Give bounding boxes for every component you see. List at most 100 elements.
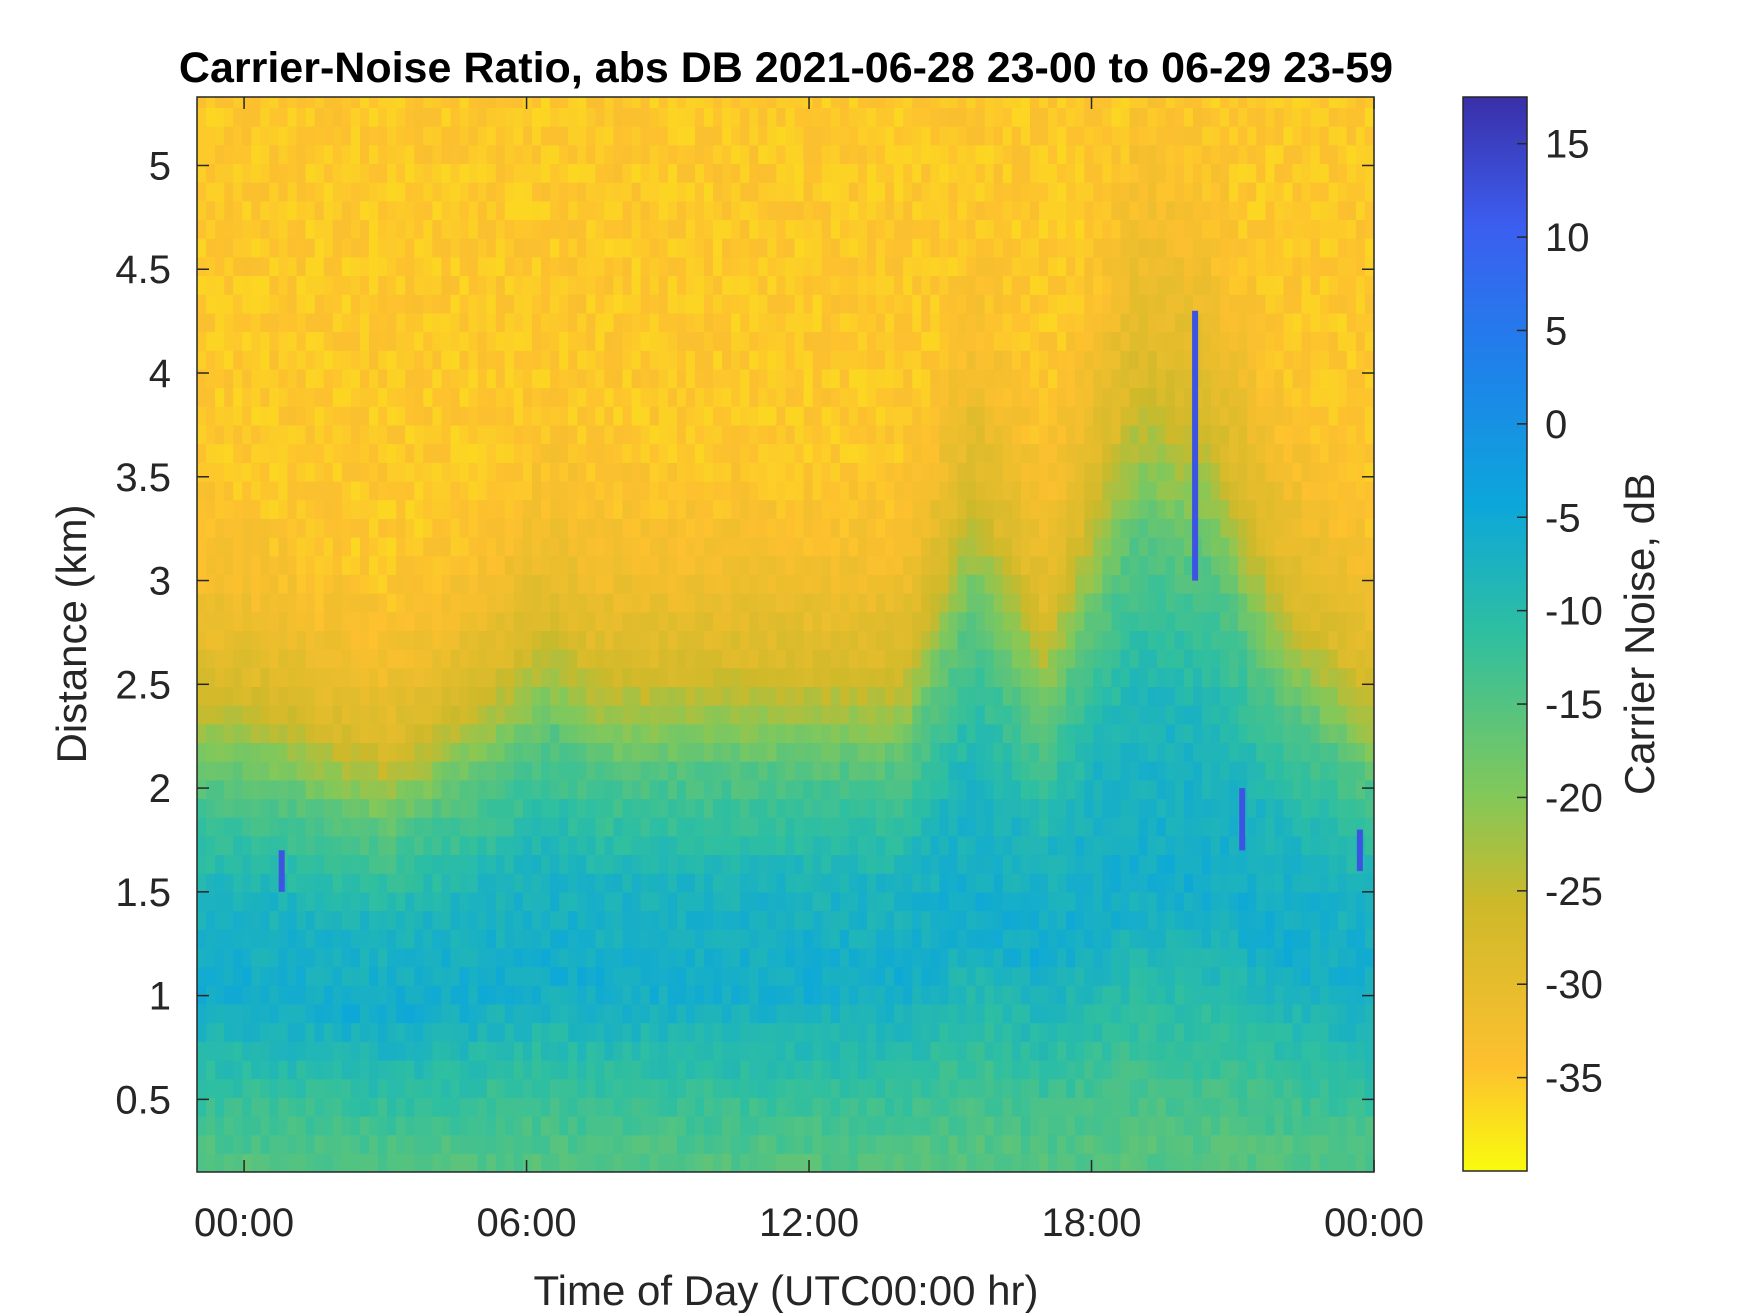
heatmap-cell [206,200,216,221]
heatmap-cell [513,312,524,333]
heatmap-cell [713,163,723,183]
heatmap-cell [722,1097,732,1117]
heatmap-cell [405,985,415,1005]
heatmap-cell [830,387,841,407]
heatmap-cell [767,574,778,594]
heatmap-cell [848,611,859,631]
heatmap-cell [423,817,433,837]
heatmap-cell [867,985,877,1005]
heatmap-cell [206,705,216,725]
heatmap-cell [405,630,415,650]
heatmap-cell [215,462,225,482]
heatmap-cell [278,947,289,968]
heatmap-cell [224,1022,234,1042]
heatmap-cell [930,649,941,669]
heatmap-cell [504,256,515,277]
heatmap-cell [595,649,606,669]
heatmap-cell [586,723,596,743]
heatmap-cell [513,480,524,501]
heatmap-cell [595,275,606,295]
heatmap-cell [957,985,968,1005]
heatmap-cell [885,985,895,1005]
heatmap-cell [577,1097,587,1117]
heatmap-cell [586,387,596,407]
heatmap-cell [532,761,542,781]
heatmap-cell [785,294,796,314]
heatmap-cell [369,424,379,445]
heatmap-cell [812,705,823,725]
heatmap-cell [966,630,977,650]
heatmap-cell [658,593,669,613]
heatmap-cell [477,1078,488,1098]
heatmap-cell [532,294,542,314]
heatmap-cell [740,350,750,370]
heatmap-cell [242,97,252,108]
heatmap-cell [296,723,307,743]
heatmap-cell [378,387,388,407]
heatmap-cell [604,107,615,127]
heatmap-cell [332,518,343,538]
heatmap-cell [369,350,379,370]
heatmap-cell [649,331,660,351]
heatmap-cell [595,779,606,800]
heatmap-cell [568,368,578,389]
heatmap-cell [830,947,841,968]
heatmap-cell [966,891,977,912]
heatmap-cell [767,1153,778,1172]
heatmap-cell [885,200,895,221]
heatmap-cell [676,761,687,781]
heatmap-cell [314,1097,325,1117]
heatmap-cell [867,406,877,426]
heatmap-cell [242,499,252,519]
heatmap-cell [713,238,723,258]
heatmap-cell [731,182,741,202]
heatmap-cell [242,275,252,295]
heatmap-cell [513,518,524,538]
heatmap-cell [676,424,687,445]
heatmap-cell [369,1041,379,1061]
heatmap-cell [713,649,723,669]
heatmap-cell [242,947,252,968]
heatmap-cell [251,331,261,351]
heatmap-cell [477,705,488,725]
heatmap-cell [468,1059,479,1080]
heatmap-cell [305,798,316,818]
heatmap-cell [305,275,316,295]
heatmap-cell [595,686,606,706]
heatmap-cell [758,742,768,762]
heatmap-cell [532,742,542,762]
heatmap-cell [903,1116,913,1136]
heatmap-cell [957,126,968,146]
heatmap-cell [640,312,651,333]
heatmap-cell [622,97,633,108]
heatmap-cell [667,275,678,295]
heatmap-cell [459,219,470,239]
heatmap-cell [767,499,778,519]
heatmap-cell [586,1097,596,1117]
heatmap-cell [722,667,732,687]
heatmap-cell [197,593,207,613]
heatmap-cell [885,929,895,949]
heatmap-cell [812,891,823,912]
heatmap-cell [867,294,877,314]
heatmap-cell [613,144,624,164]
heatmap-cell [504,480,515,501]
heatmap-cell [803,1041,814,1061]
heatmap-cell [405,891,415,912]
heatmap-cell [495,1097,506,1117]
heatmap-cell [776,200,787,221]
heatmap-cell [287,537,298,557]
heatmap-cell [341,779,352,800]
heatmap-cell [704,854,714,874]
heatmap-cell [885,1097,895,1117]
heatmap-cell [658,910,669,930]
heatmap-cell [432,761,443,781]
heatmap-cell [477,667,488,687]
heatmap-cell [676,854,687,874]
heatmap-cell [685,144,696,164]
heatmap-cell [839,1041,850,1061]
heatmap-cell [568,705,578,725]
heatmap-cell [649,667,660,687]
heatmap-cell [830,593,841,613]
heatmap-cell [332,835,343,856]
